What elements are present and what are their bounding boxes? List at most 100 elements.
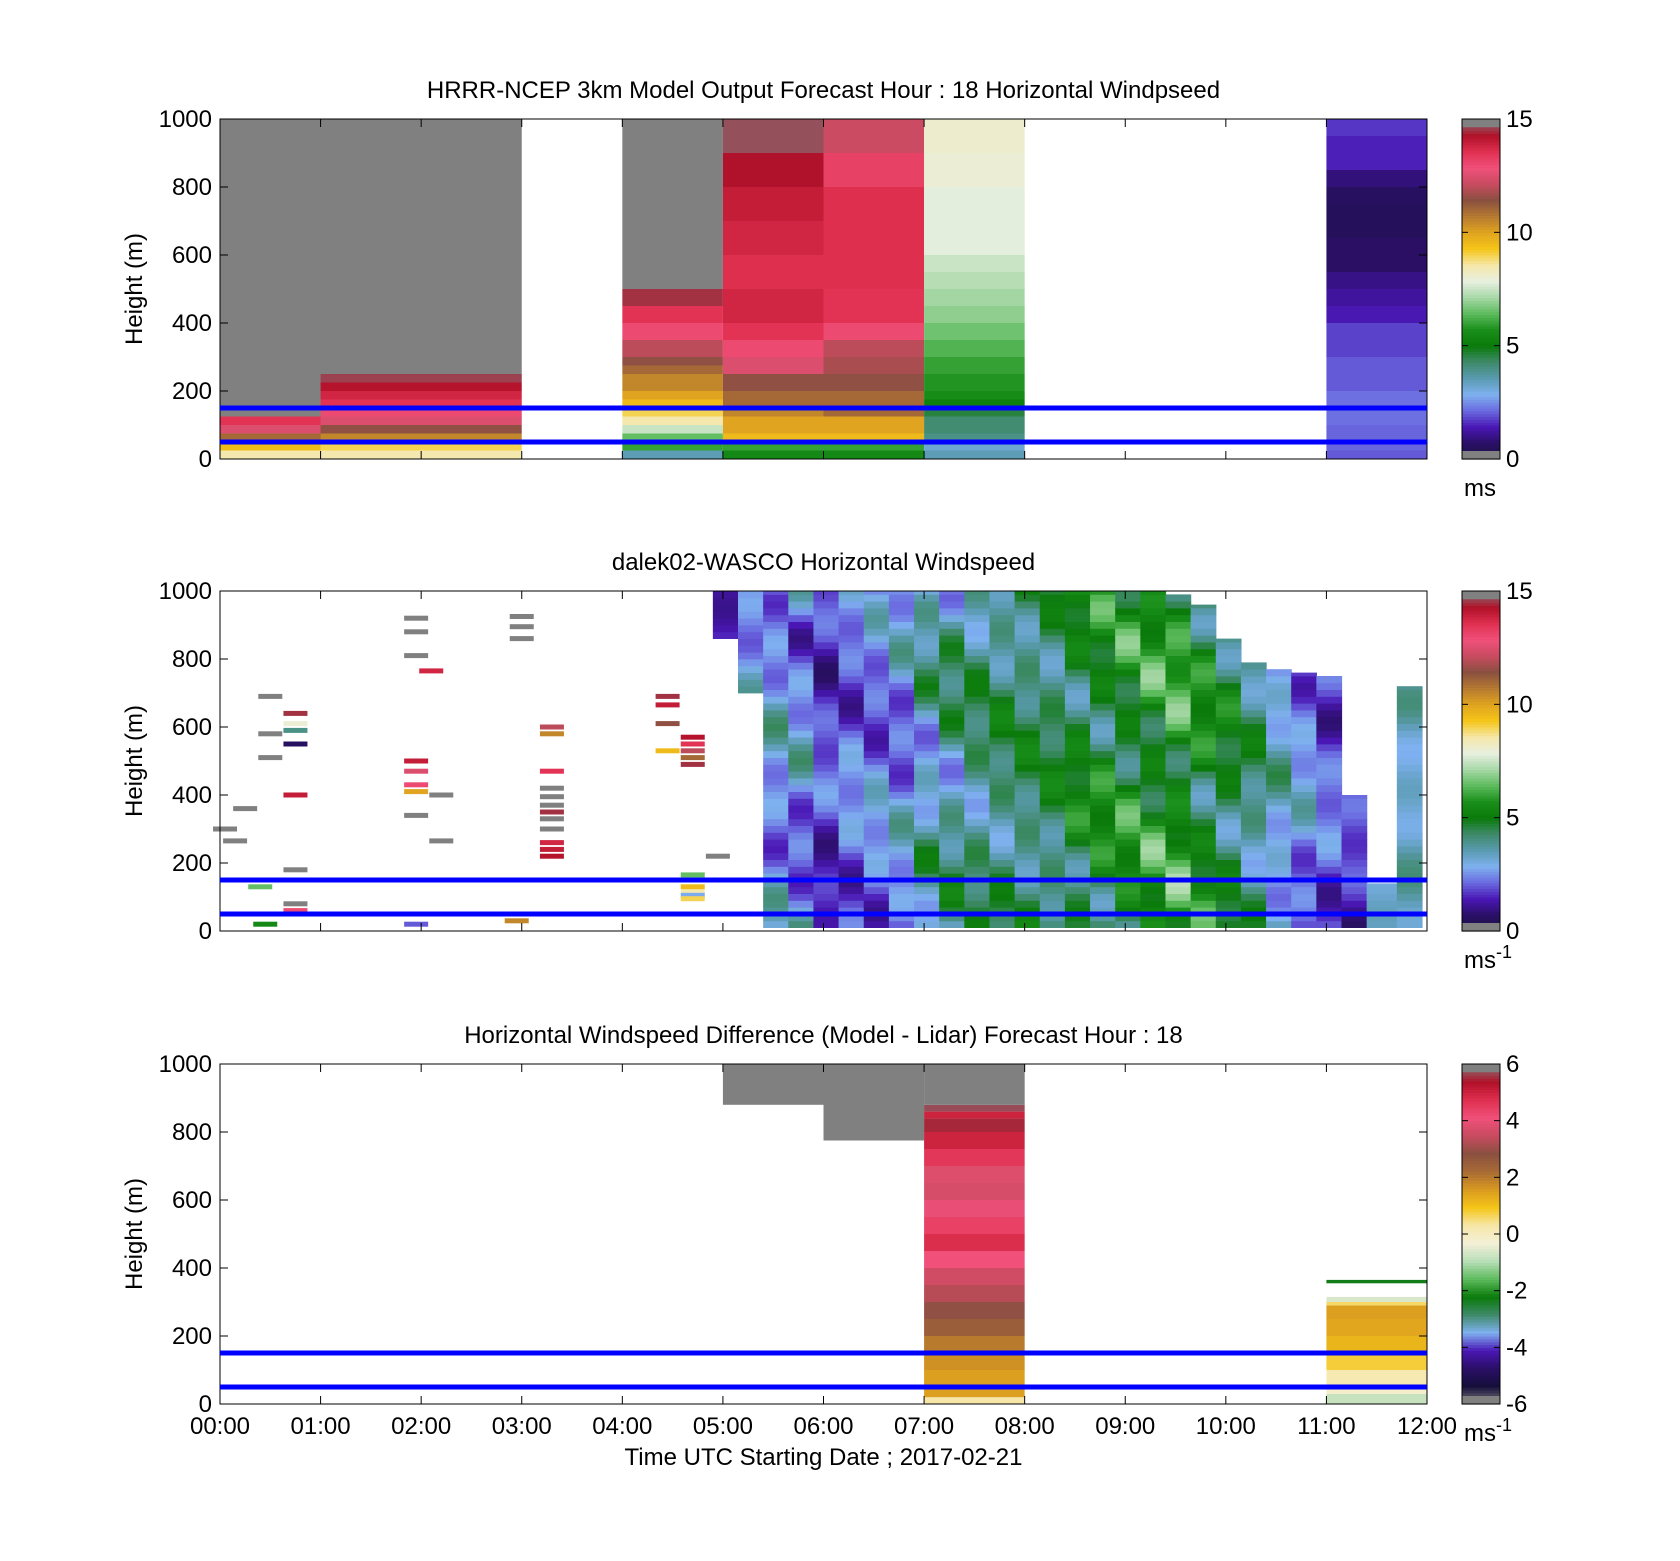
lidar-profile-cell [1190, 920, 1217, 928]
lidar-profile-cell [1396, 846, 1423, 854]
lidar-profile-cell [888, 825, 915, 833]
colorbar-segment [1462, 914, 1500, 918]
heatmap-cell [924, 1111, 1025, 1119]
colorbar-segment [1462, 189, 1500, 194]
lidar-profile-cell [1341, 886, 1368, 894]
colorbar-segment [1462, 1083, 1500, 1088]
lidar-profile-cell [813, 716, 840, 724]
lidar-retrieval-mark [539, 802, 564, 808]
colorbar-segment [1462, 797, 1500, 802]
colorbar-segment [1462, 1296, 1500, 1300]
lidar-profile-cell [1140, 676, 1167, 684]
lidar-profile-cell [1240, 839, 1267, 847]
lidar-profile-cell [838, 682, 865, 690]
colorbar-segment [1462, 1290, 1500, 1295]
lidar-profile-cell [763, 682, 789, 690]
lidar-profile-cell [1190, 886, 1217, 894]
lidar-profile-cell [1014, 682, 1041, 690]
lidar-profile-cell [1190, 696, 1217, 704]
heatmap-cell [622, 323, 723, 340]
heatmap-cell [722, 408, 824, 417]
lidar-profile-cell [1039, 655, 1066, 663]
lidar-profile-cell [1396, 710, 1423, 718]
colorbar-segment [1462, 1256, 1500, 1261]
colorbar-segment [1462, 834, 1500, 839]
lidar-profile-cell [1115, 818, 1141, 826]
lidar-profile-cell [863, 601, 890, 609]
colorbar-segment [1462, 1378, 1500, 1382]
lidar-profile-cell [1090, 914, 1116, 922]
lidar-profile-cell [888, 614, 915, 622]
colorbar-segment [1462, 204, 1500, 208]
heatmap-cell [622, 399, 723, 408]
lidar-profile-cell [763, 805, 789, 813]
lidar-profile-cell [1014, 608, 1041, 616]
colorbar-segment [1462, 1353, 1500, 1357]
lidar-profile-cell [1341, 859, 1368, 867]
colorbar-segment [1462, 1276, 1500, 1280]
y-tick-label: 0 [199, 918, 212, 945]
lidar-profile-cell [1039, 635, 1066, 643]
heatmap-cell [924, 374, 1025, 391]
colorbar-segment [1462, 1180, 1500, 1184]
lidar-profile-cell [788, 621, 815, 629]
lidar-profile-cell [989, 839, 1016, 847]
lidar-profile-cell [863, 716, 890, 724]
colorbar-segment [1462, 340, 1500, 344]
lidar-profile-cell [1039, 920, 1066, 928]
lidar-profile-cell [1190, 737, 1217, 745]
heatmap-cell [320, 408, 522, 417]
lidar-profile-cell [863, 635, 890, 643]
lidar-profile-cell [1190, 628, 1217, 636]
colorbar-segment [1462, 1081, 1500, 1085]
lidar-profile-cell [1396, 686, 1423, 690]
lidar-profile-cell [1039, 628, 1066, 636]
lidar-profile-cell [1014, 710, 1041, 718]
lidar-profile-cell [1014, 893, 1041, 901]
lidar-profile-cell [1165, 771, 1192, 779]
lidar-profile-cell [1165, 832, 1192, 840]
lidar-profile-cell [964, 750, 991, 758]
lidar-profile-cell [989, 737, 1016, 745]
colorbar-segment [1462, 673, 1500, 677]
lidar-profile-cell [838, 832, 865, 840]
lidar-profile-cell [1064, 648, 1091, 656]
colorbar-segment [1462, 1273, 1500, 1278]
lidar-profile-cell [813, 914, 840, 922]
colorbar-segment [1462, 286, 1500, 290]
lidar-profile-cell [1396, 825, 1423, 833]
lidar-profile-cell [1316, 784, 1343, 792]
colorbar-segment [1462, 1157, 1500, 1161]
lidar-profile-cell [1366, 893, 1398, 901]
lidar-profile-cell [1291, 737, 1317, 745]
colorbar-segment [1462, 752, 1500, 756]
lidar-profile-cell [1396, 914, 1423, 922]
lidar-profile-cell [738, 665, 764, 673]
lidar-profile-cell [914, 594, 940, 602]
lidar-profile-cell [813, 696, 840, 704]
lidar-profile-cell [813, 710, 840, 718]
heatmap-cell [622, 433, 723, 442]
colorbar-tick-label: -4 [1506, 1334, 1527, 1361]
lidar-profile-cell [914, 696, 940, 704]
heatmap-cell [924, 1064, 1025, 1105]
lidar-profile-cell [863, 682, 890, 690]
lidar-profile-cell [1014, 791, 1041, 799]
lidar-profile-cell [1316, 710, 1343, 718]
lidar-profile-cell [1064, 682, 1091, 690]
colorbar-segment [1462, 206, 1500, 211]
lidar-profile-cell [1115, 703, 1141, 711]
lidar-profile-cell [1215, 839, 1242, 847]
colorbar-segment [1462, 826, 1500, 830]
lidar-profile-cell [914, 846, 940, 854]
colorbar-segment [1462, 354, 1500, 358]
lidar-profile-cell [1240, 730, 1267, 738]
colorbar-segment [1462, 255, 1500, 259]
lidar-profile-cell [914, 682, 940, 690]
lidar-profile-cell [1316, 730, 1343, 738]
lidar-profile-cell [1266, 839, 1292, 847]
lidar-profile-cell [788, 764, 815, 772]
x-tick-label: 11:00 [1297, 1413, 1355, 1440]
colorbar-segment [1462, 1183, 1500, 1187]
lidar-profile-cell [1396, 852, 1423, 860]
